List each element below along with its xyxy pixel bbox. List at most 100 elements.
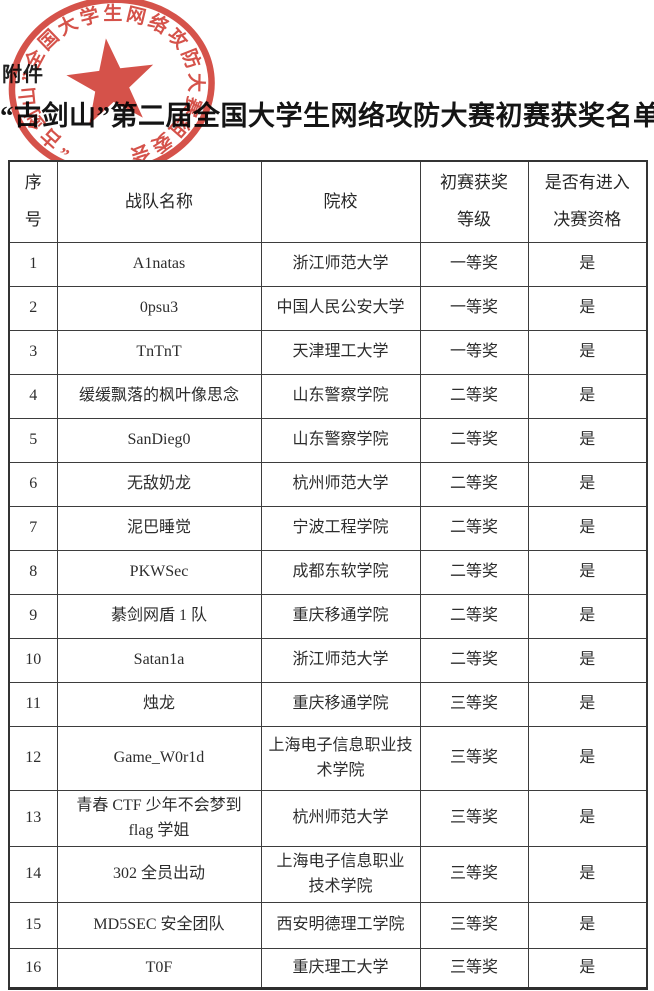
seal-ring (8, 0, 215, 176)
table-row: 8 PKWSec 成都东软学院 二等奖 是 (8, 550, 648, 595)
cell-school: 上海电子信息职业技 术学院 (260, 726, 421, 791)
cell-school: 浙江师范大学 (260, 242, 421, 287)
svg-text:“古剑山”全国大学生网络攻防大赛组委会: “古剑山”全国大学生网络攻防大赛组委会 (7, 0, 218, 181)
cell-award: 二等奖 (419, 594, 529, 639)
cell-seq: 2 (8, 286, 58, 331)
cell-team: T0F (56, 948, 262, 990)
cell-school: 杭州师范大学 (260, 790, 421, 847)
cell-seq: 9 (8, 594, 58, 639)
table-row: 10 Satan1a 浙江师范大学 二等奖 是 (8, 638, 648, 683)
cell-school: 中国人民公安大学 (260, 286, 421, 331)
cell-team: 缓缓飘落的枫叶像思念 (56, 374, 262, 419)
table-row: 15 MD5SEC 安全团队 西安明德理工学院 三等奖 是 (8, 902, 648, 949)
cell-team: SanDieg0 (56, 418, 262, 463)
cell-team: 青春 CTF 少年不会梦到 flag 学姐 (56, 790, 262, 847)
cell-award: 三等奖 (419, 948, 529, 990)
cell-qualified: 是 (527, 902, 648, 949)
cell-school: 成都东软学院 (260, 550, 421, 595)
cell-award: 三等奖 (419, 846, 529, 903)
attachment-label: 附件 (2, 64, 44, 86)
cell-award: 三等奖 (419, 790, 529, 847)
table-row: 3 TnTnT 天津理工大学 一等奖 是 (8, 330, 648, 375)
table-row: 2 0psu3 中国人民公安大学 一等奖 是 (8, 286, 648, 331)
cell-school: 山东警察学院 (260, 418, 421, 463)
cell-qualified: 是 (527, 418, 648, 463)
cell-seq: 1 (8, 242, 58, 287)
table-row: 5 SanDieg0 山东警察学院 二等奖 是 (8, 418, 648, 463)
cell-seq: 11 (8, 682, 58, 727)
cell-qualified: 是 (527, 682, 648, 727)
cell-team: A1natas (56, 242, 262, 287)
cell-seq: 10 (8, 638, 58, 683)
cell-qualified: 是 (527, 638, 648, 683)
cell-team: Game_W0r1d (56, 726, 262, 791)
col-header-seq: 序 号 (8, 160, 58, 243)
awards-table: 序 号 战队名称 院校 初赛获奖 等级 是否有进入 决赛资格 1 A1natas… (8, 160, 648, 990)
cell-seq: 16 (8, 948, 58, 990)
cell-team: 无敌奶龙 (56, 462, 262, 507)
cell-team: 302 全员出动 (56, 846, 262, 903)
cell-team: MD5SEC 安全团队 (56, 902, 262, 949)
table-row: 1 A1natas 浙江师范大学 一等奖 是 (8, 242, 648, 287)
cell-school: 山东警察学院 (260, 374, 421, 419)
cell-seq: 5 (8, 418, 58, 463)
cell-qualified: 是 (527, 790, 648, 847)
seal-arc-text: “古剑山”全国大学生网络攻防大赛组委会 (7, 0, 218, 181)
cell-seq: 4 (8, 374, 58, 419)
table-row: 12 Game_W0r1d 上海电子信息职业技 术学院 三等奖 是 (8, 726, 648, 791)
cell-award: 三等奖 (419, 682, 529, 727)
cell-award: 一等奖 (419, 242, 529, 287)
table-row: 7 泥巴睡觉 宁波工程学院 二等奖 是 (8, 506, 648, 551)
cell-qualified: 是 (527, 948, 648, 990)
cell-seq: 8 (8, 550, 58, 595)
cell-qualified: 是 (527, 462, 648, 507)
cell-qualified: 是 (527, 550, 648, 595)
cell-qualified: 是 (527, 330, 648, 375)
table-row: 4 缓缓飘落的枫叶像思念 山东警察学院 二等奖 是 (8, 374, 648, 419)
cell-team: Satan1a (56, 638, 262, 683)
cell-seq: 13 (8, 790, 58, 847)
table-row: 6 无敌奶龙 杭州师范大学 二等奖 是 (8, 462, 648, 507)
cell-team: 烛龙 (56, 682, 262, 727)
cell-school: 天津理工大学 (260, 330, 421, 375)
cell-team: 0psu3 (56, 286, 262, 331)
cell-seq: 3 (8, 330, 58, 375)
cell-school: 重庆移通学院 (260, 682, 421, 727)
cell-team: 綦剑网盾 1 队 (56, 594, 262, 639)
cell-school: 浙江师范大学 (260, 638, 421, 683)
cell-qualified: 是 (527, 286, 648, 331)
cell-award: 一等奖 (419, 330, 529, 375)
cell-team: PKWSec (56, 550, 262, 595)
cell-award: 二等奖 (419, 462, 529, 507)
cell-award: 二等奖 (419, 418, 529, 463)
cell-qualified: 是 (527, 374, 648, 419)
table-header-row: 序 号 战队名称 院校 初赛获奖 等级 是否有进入 决赛资格 (8, 160, 648, 243)
col-header-school: 院校 (260, 160, 421, 243)
cell-school: 重庆移通学院 (260, 594, 421, 639)
cell-school: 宁波工程学院 (260, 506, 421, 551)
cell-award: 二等奖 (419, 506, 529, 551)
page-title: “古剑山”第二届全国大学生网络攻防大赛初赛获奖名单 (0, 101, 654, 131)
cell-award: 一等奖 (419, 286, 529, 331)
cell-qualified: 是 (527, 506, 648, 551)
cell-qualified: 是 (527, 726, 648, 791)
table-row: 11 烛龙 重庆移通学院 三等奖 是 (8, 682, 648, 727)
col-header-award: 初赛获奖 等级 (419, 160, 529, 243)
table-row: 9 綦剑网盾 1 队 重庆移通学院 二等奖 是 (8, 594, 648, 639)
cell-award: 三等奖 (419, 726, 529, 791)
cell-seq: 7 (8, 506, 58, 551)
cell-school: 重庆理工大学 (260, 948, 421, 990)
cell-team: 泥巴睡觉 (56, 506, 262, 551)
cell-award: 二等奖 (419, 550, 529, 595)
cell-team: TnTnT (56, 330, 262, 375)
cell-award: 二等奖 (419, 374, 529, 419)
cell-qualified: 是 (527, 846, 648, 903)
col-header-qualified: 是否有进入 决赛资格 (527, 160, 648, 243)
cell-seq: 6 (8, 462, 58, 507)
table-row: 14 302 全员出动 上海电子信息职业 技术学院 三等奖 是 (8, 846, 648, 903)
cell-qualified: 是 (527, 594, 648, 639)
cell-award: 二等奖 (419, 638, 529, 683)
cell-qualified: 是 (527, 242, 648, 287)
table-row: 13 青春 CTF 少年不会梦到 flag 学姐 杭州师范大学 三等奖 是 (8, 790, 648, 847)
